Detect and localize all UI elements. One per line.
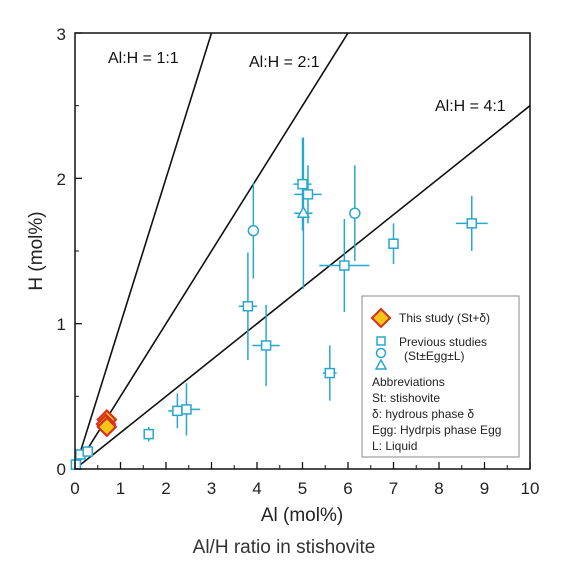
legend-label-previous: Previous studies (399, 335, 487, 349)
square-point (302, 189, 314, 200)
ratio-line-1 (75, 33, 213, 469)
x-tick-label: 2 (161, 479, 170, 498)
x-tick-labels: 0 1 2 3 4 5 6 7 8 9 10 (70, 479, 539, 498)
x-tick-label: 7 (389, 479, 398, 498)
legend-abbrev-liquid: L: Liquid (372, 439, 417, 453)
axis-ticks (74, 32, 531, 470)
square-point (260, 340, 272, 351)
x-tick-label: 5 (298, 479, 307, 498)
y-tick-label: 2 (57, 170, 66, 189)
legend-box (361, 295, 520, 458)
ratio-label-4-1: Al:H = 4:1 (435, 98, 506, 115)
circle-point (349, 207, 361, 219)
legend-triangle-icon (374, 358, 388, 370)
square-point (70, 459, 82, 470)
y-tick-label: 1 (57, 315, 66, 334)
square-point (388, 238, 399, 249)
y-tick-label: 3 (57, 25, 66, 44)
square-point (324, 367, 336, 379)
legend-abbrev-delta: δ: hydrous phase δ (372, 407, 474, 421)
ratio-label-2-1: Al:H = 2:1 (249, 54, 320, 71)
x-tick-label: 0 (70, 479, 79, 498)
y-axis-title: H (mol%) (26, 211, 47, 290)
x-tick-label: 10 (521, 479, 540, 498)
figure-caption: Al/H ratio in stishovite (193, 537, 376, 558)
legend-abbrev-st: St: stishovite (372, 391, 440, 405)
x-tick-label: 4 (252, 479, 261, 498)
x-axis-title: Al (mol%) (261, 505, 343, 526)
circle-point (247, 224, 260, 237)
ratio-label-1-1: Al:H = 1:1 (108, 50, 179, 67)
legend-circle-icon (375, 347, 387, 359)
legend-abbrev-title: Abbreviations (372, 375, 445, 389)
square-point (297, 178, 308, 190)
x-tick-label: 6 (343, 479, 352, 498)
y-tick-labels: 0 1 2 3 (57, 25, 66, 479)
ratio-line-3 (75, 105, 530, 469)
legend-square-icon (376, 336, 386, 346)
diamond-point (96, 416, 118, 438)
x-tick-label: 1 (116, 479, 125, 498)
ratio-line-2 (75, 33, 349, 469)
legend-diamond-icon (370, 307, 392, 329)
square-point (143, 428, 154, 440)
triangle-point (296, 205, 311, 218)
ratio-lines (75, 33, 530, 469)
data-markers (70, 178, 478, 470)
x-tick-label: 3 (207, 479, 216, 498)
square-point (339, 260, 350, 271)
square-point (181, 404, 192, 415)
square-point (172, 405, 183, 417)
square-point (82, 446, 93, 457)
legend-abbrev-egg: Egg: Hydrpis phase Egg (372, 423, 501, 437)
x-tick-label: 9 (480, 479, 489, 498)
legend: This study (St+δ) Previous studies (St±E… (361, 295, 520, 458)
y-tick-label: 0 (57, 460, 66, 479)
legend-label-this-study: This study (St+δ) (399, 311, 490, 325)
legend-label-previous-phases: (St±Egg±L) (404, 349, 465, 363)
square-point (242, 300, 254, 312)
x-tick-label: 8 (434, 479, 443, 498)
square-point (466, 218, 478, 229)
